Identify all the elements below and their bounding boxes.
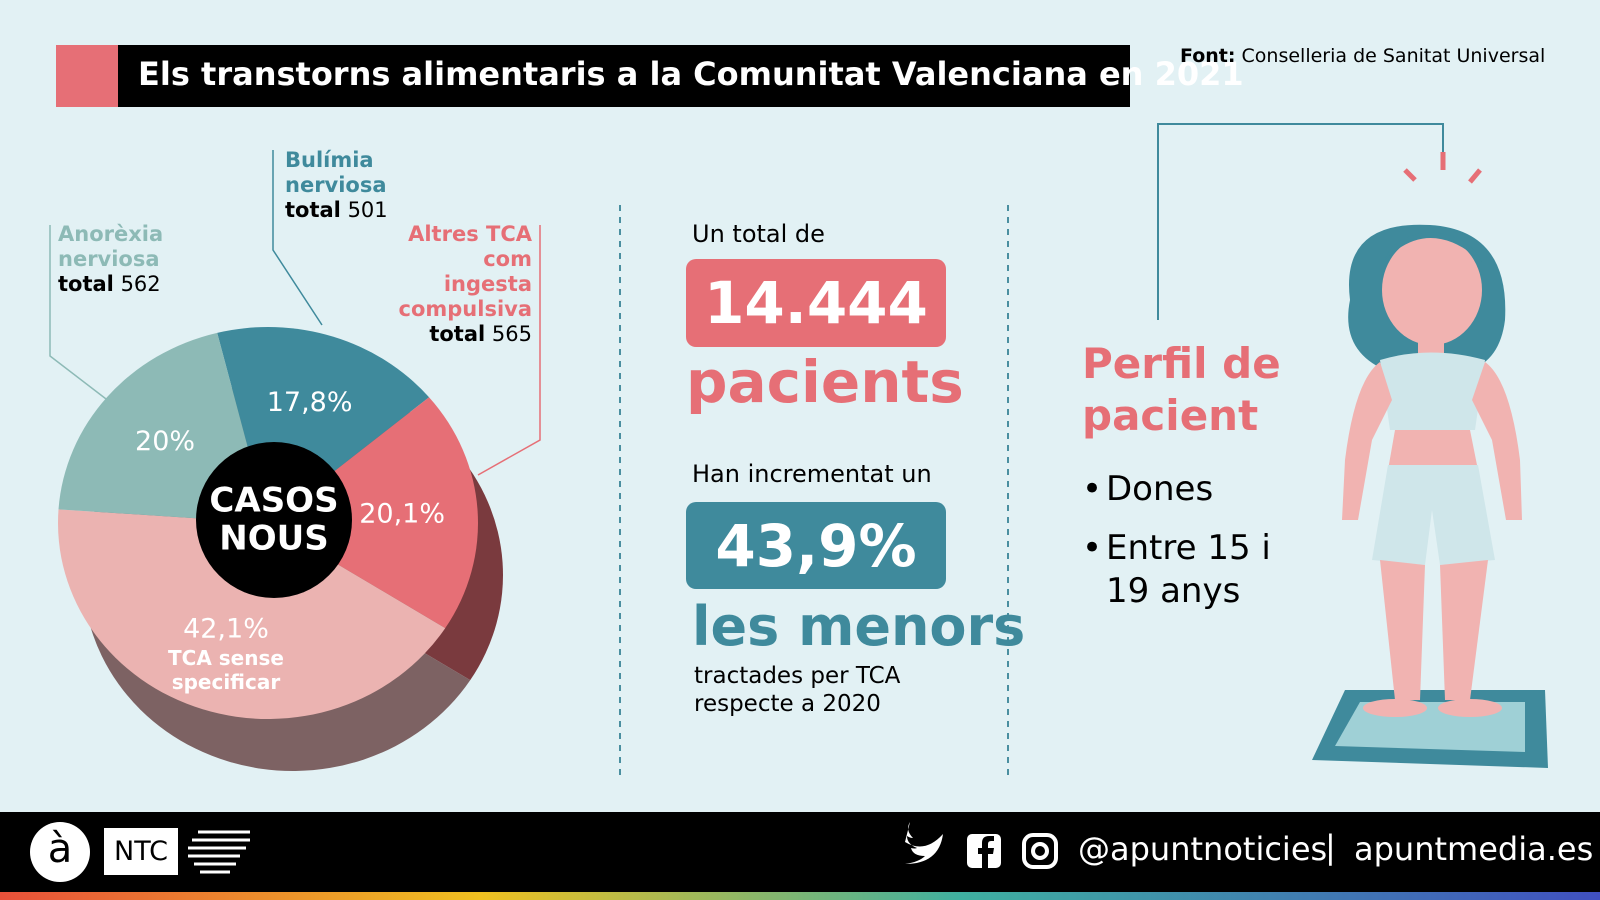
center-label: CASOS bbox=[209, 481, 338, 521]
slice-category: TCA sense specificar bbox=[168, 646, 284, 695]
total-label: total bbox=[58, 272, 114, 296]
bullet-dot: • bbox=[1082, 469, 1103, 509]
pie-slice bbox=[268, 397, 478, 629]
profile-title: Perfil de bbox=[1082, 339, 1281, 388]
rainbow-strip bbox=[0, 892, 1600, 900]
footer-bar bbox=[0, 812, 1600, 894]
center-label: NOUS bbox=[219, 519, 328, 559]
bullet-item: • Dones bbox=[1082, 468, 1297, 511]
count-box: 14.444 bbox=[686, 259, 946, 347]
source-label: Font: bbox=[1180, 45, 1236, 67]
brand-box bbox=[104, 828, 178, 875]
increase-subject: les menors bbox=[692, 595, 1026, 658]
callout-total: total 562 bbox=[58, 272, 198, 297]
source: Conselleria de Sanitat Universal bbox=[1241, 45, 1546, 67]
site[interactable]: apuntmedia.es bbox=[1354, 830, 1594, 868]
brand-stripes bbox=[188, 830, 250, 874]
instagram-lens bbox=[1031, 842, 1049, 860]
center-circle bbox=[196, 442, 352, 598]
profile-list: • Dones • Entre 15 i 19 anys bbox=[1082, 468, 1297, 629]
increase-note: respecte a 2020 bbox=[694, 691, 881, 717]
pie-slice bbox=[58, 509, 446, 719]
profile-title: pacient bbox=[1082, 391, 1259, 440]
bullet-text: Entre 15 i 19 anys bbox=[1106, 528, 1271, 611]
instagram-icon[interactable] bbox=[1022, 833, 1058, 869]
increase-note: tractades per TCA bbox=[694, 663, 901, 689]
value-label: 17,8% bbox=[267, 387, 353, 418]
count-unit: pacients bbox=[686, 348, 964, 416]
stat-intro: Un total de bbox=[692, 220, 825, 248]
increase-box: 43,9% bbox=[686, 502, 946, 589]
total-label: total bbox=[429, 322, 486, 346]
callout-category: Anorèxia nerviosa bbox=[58, 222, 164, 271]
callout-line bbox=[272, 150, 323, 326]
callout: Bulímia nerviosa total 501 bbox=[285, 148, 425, 223]
callout-total: total 501 bbox=[285, 198, 425, 223]
bullet-text: Dones bbox=[1106, 469, 1214, 509]
total-value: 501 bbox=[347, 198, 388, 222]
header-accent bbox=[56, 45, 118, 107]
callout: Anorèxia nerviosa total 562 bbox=[58, 222, 198, 297]
brand: NTC bbox=[114, 836, 168, 867]
callout-line bbox=[49, 225, 111, 403]
bullet-dot: • bbox=[1082, 528, 1103, 568]
title: Els transtorns alimentaris a la Comunita… bbox=[138, 55, 1244, 93]
total-label: total bbox=[285, 198, 341, 222]
bracket bbox=[1157, 123, 1444, 320]
value-label: 42,1% bbox=[183, 614, 269, 645]
callout-total: total 565 bbox=[392, 322, 532, 347]
facebook-glyph bbox=[978, 836, 994, 868]
logo: à bbox=[47, 826, 73, 872]
twitter-icon[interactable] bbox=[905, 822, 943, 864]
value-label: 20,1% bbox=[359, 498, 445, 529]
separator: | bbox=[1325, 828, 1336, 866]
bullet-item: • Entre 15 i 19 anys bbox=[1082, 527, 1297, 613]
value-label: 20% bbox=[135, 426, 195, 457]
callout-line bbox=[477, 225, 541, 476]
total-value: 562 bbox=[120, 272, 161, 296]
increase-intro: Han incrementat un bbox=[692, 460, 932, 488]
handle[interactable]: @apuntnoticies bbox=[1078, 830, 1328, 868]
callout: Altres TCA com ingesta compulsiva total 5… bbox=[392, 222, 533, 347]
illustration bbox=[1312, 152, 1548, 768]
callout-category: Altres TCA com ingesta compulsiva bbox=[398, 222, 533, 321]
total-value: 565 bbox=[491, 322, 532, 346]
logo-circle bbox=[30, 822, 90, 882]
callout-category: Bulímia nerviosa bbox=[285, 148, 387, 197]
header-bar bbox=[118, 45, 1130, 107]
